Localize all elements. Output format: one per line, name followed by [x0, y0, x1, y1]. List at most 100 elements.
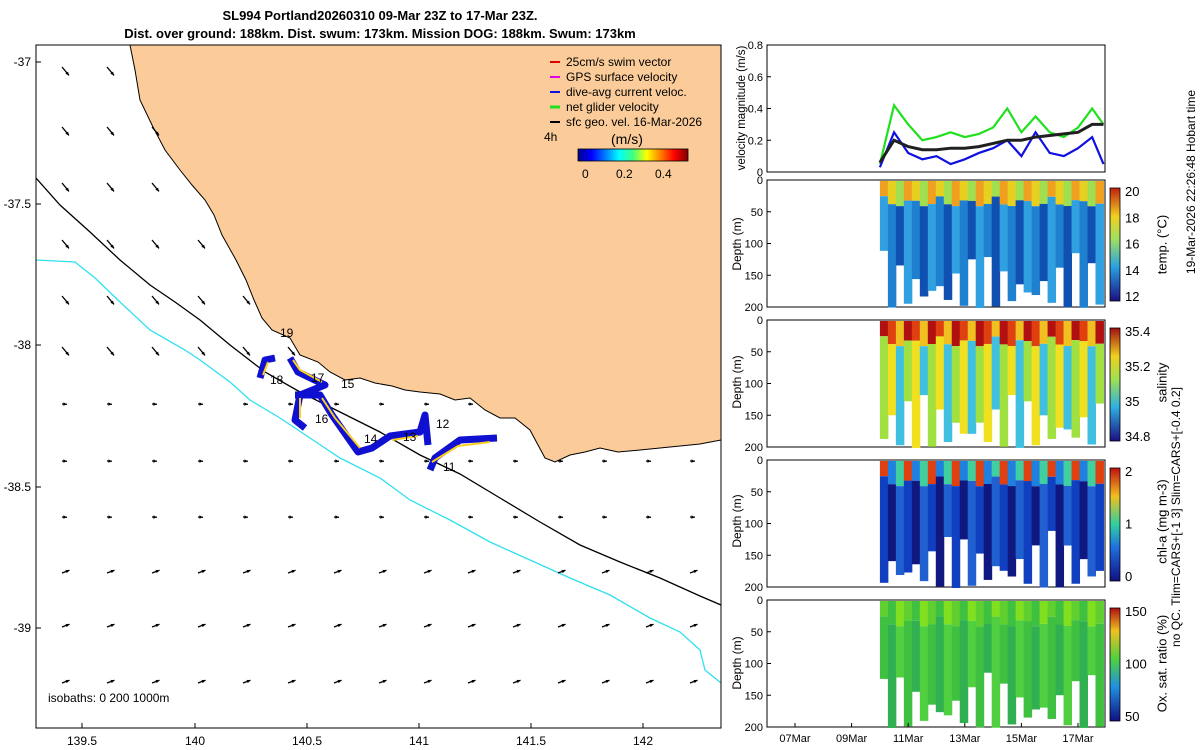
map-y-axis: -37 -37.5 -38 -38.5 -39: [4, 55, 41, 635]
current-vector-arrow: [106, 459, 113, 463]
map-x-tick-label: 141.5: [516, 734, 546, 748]
profile-deep: [1071, 340, 1081, 438]
depth-panel-chla: 0 50 100 150 200 2 1 0: [745, 455, 1133, 594]
profile-surface: [999, 181, 1009, 205]
current-vector-arrow: [242, 569, 251, 574]
current-vector-arrow: [333, 679, 342, 684]
profile-surface: [1079, 601, 1089, 622]
current-vector-arrow: [287, 515, 294, 519]
profile-surface: [895, 601, 905, 627]
profile-surface: [1015, 181, 1025, 201]
colorbar-tick-label: 0: [1125, 569, 1132, 584]
speed-colorbar: [577, 148, 689, 162]
time-tick-label: 07Mar: [779, 733, 811, 745]
profile-surface: [967, 601, 977, 621]
profile-deep: [935, 336, 945, 410]
depth-tick-label: 100: [745, 239, 763, 251]
current-vector-arrow: [242, 295, 251, 305]
profile-deep: [911, 340, 921, 448]
profile-deep: [999, 204, 1009, 272]
profile-surface: [951, 461, 961, 487]
map-y-tick-label: -38.5: [4, 480, 32, 494]
velocity-y-tick-label: 0.2: [748, 135, 763, 147]
profile-surface: [1007, 601, 1017, 627]
profile-surface: [919, 181, 929, 207]
current-vector-arrow: [557, 623, 566, 628]
profile-deep: [1087, 346, 1096, 445]
depth-tick-label: 50: [751, 627, 763, 639]
profile-deep: [879, 196, 889, 251]
profile-deep: [879, 616, 889, 679]
map-plot: 139.5 140 140.5 141 141.5 142 -37-37.5-38-38.…: [4, 44, 722, 748]
profile-surface: [1095, 601, 1104, 624]
current-vector-arrow: [197, 295, 206, 305]
profile-surface: [1087, 461, 1096, 487]
profile-surface: [1023, 461, 1033, 482]
current-vector-arrow: [151, 182, 160, 192]
profile-deep: [1063, 206, 1073, 308]
profile-surface: [879, 321, 889, 337]
profile-deep: [911, 620, 921, 692]
profile-deep: [927, 204, 937, 291]
profile-surface: [895, 321, 905, 347]
current-vector-arrow: [689, 623, 698, 628]
profile-deep: [959, 620, 969, 724]
colorbar-chla: [1109, 467, 1121, 582]
current-vector-arrow: [287, 346, 296, 356]
current-vector-arrow: [287, 569, 296, 574]
current-vector-arrow: [151, 402, 158, 406]
profile-surface: [1039, 321, 1049, 344]
profile-surface: [991, 461, 1001, 477]
profile-deep: [887, 344, 897, 416]
profile-deep: [1047, 476, 1057, 531]
profile-surface: [951, 601, 961, 627]
legend-gps-velocity: GPS surface velocity: [566, 70, 677, 84]
colorbar-tick-label: 18: [1125, 210, 1139, 225]
profile-surface: [887, 601, 897, 625]
colorbar-tick-label: 14: [1125, 263, 1139, 278]
profile-surface: [943, 601, 953, 625]
colorbar-title: (m/s): [611, 131, 643, 147]
velocity-series-2: [878, 122, 1104, 164]
profile-deep: [903, 200, 913, 304]
depth-tick-label: 0: [757, 175, 763, 187]
profile-deep: [903, 620, 913, 727]
profile-deep: [1031, 626, 1041, 710]
time-tick-label: 09Mar: [836, 733, 868, 745]
profile-deep: [1071, 480, 1081, 584]
current-vector-arrow: [512, 569, 521, 574]
profile-deep: [1023, 481, 1033, 584]
profile-deep: [1039, 343, 1049, 416]
profile-deep: [959, 340, 969, 434]
current-vector-arrow: [106, 126, 115, 136]
profile-deep: [999, 484, 1009, 571]
current-vectors: [61, 66, 698, 684]
map-y-tick-label: -39: [14, 621, 32, 635]
profile-deep: [1095, 623, 1104, 727]
profile-deep: [919, 346, 929, 396]
map-x-axis: 139.5 140 140.5 141 141.5 142: [67, 723, 653, 748]
profile-surface: [879, 601, 889, 617]
profile-deep: [983, 203, 993, 258]
current-vector-arrow: [689, 679, 698, 684]
profile-surface: [1087, 181, 1096, 207]
current-vector-arrow: [151, 623, 160, 628]
profile-deep: [983, 623, 993, 673]
profile-surface: [983, 181, 993, 204]
current-vector-arrow: [378, 623, 387, 628]
colorbar-tick-label: 34.8: [1125, 429, 1150, 444]
profile-surface: [967, 461, 977, 481]
map-legend: 25cm/s swim vector GPS surface velocity …: [544, 55, 702, 147]
profile-surface: [927, 321, 937, 345]
profile-deep: [935, 616, 945, 713]
profile-deep: [1047, 196, 1057, 303]
profile-deep: [1079, 621, 1089, 728]
profile-deep: [887, 624, 897, 728]
profile-surface: [1087, 601, 1096, 627]
current-vector-arrow: [645, 623, 654, 628]
chart-title-line1: SL994 Portland20260310 09-Mar 23Z to 17-…: [222, 8, 538, 23]
profile-deep: [999, 624, 1009, 684]
profile-surface: [1007, 461, 1017, 487]
profile-deep: [967, 340, 977, 434]
current-vector-arrow: [106, 295, 115, 305]
